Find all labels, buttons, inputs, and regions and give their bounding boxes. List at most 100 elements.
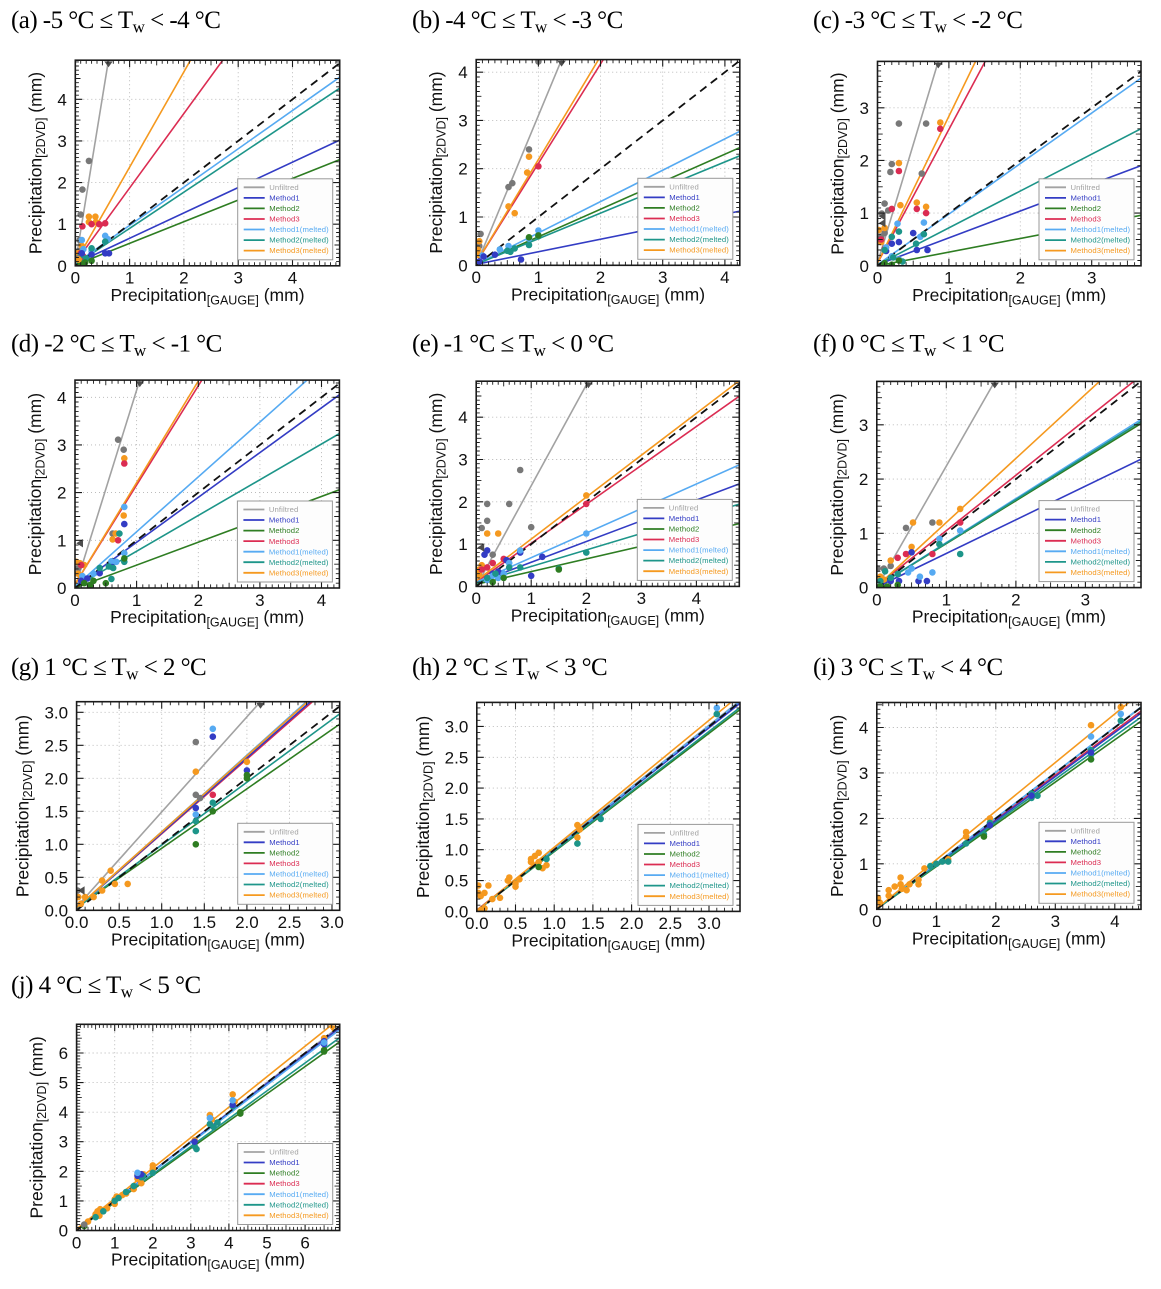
svg-text:0: 0 [70, 591, 79, 610]
svg-text:Method1: Method1 [269, 516, 300, 525]
svg-text:2: 2 [596, 268, 605, 287]
svg-text:(a) -5 °C ≤ Tw < -4 °C: (a) -5 °C ≤ Tw < -4 °C [11, 7, 220, 37]
svg-text:3: 3 [1081, 590, 1090, 609]
svg-text:4: 4 [288, 269, 297, 288]
svg-text:0: 0 [872, 590, 881, 609]
svg-text:1: 1 [944, 269, 953, 288]
svg-text:Precipitation[2DVD] (mm): Precipitation[2DVD] (mm) [827, 715, 850, 897]
svg-text:Method3: Method3 [670, 860, 701, 869]
svg-text:Method1(melted): Method1(melted) [269, 1190, 329, 1199]
svg-text:0: 0 [859, 579, 868, 598]
svg-text:Method1(melted): Method1(melted) [669, 225, 729, 234]
svg-text:(e) -1 °C ≤ Tw < 0 °C: (e) -1 °C ≤ Tw < 0 °C [412, 331, 614, 361]
svg-text:2.5: 2.5 [44, 736, 68, 755]
svg-text:Method1(melted): Method1(melted) [269, 225, 329, 234]
svg-text:Method3: Method3 [269, 215, 300, 224]
svg-text:Method3: Method3 [669, 535, 700, 544]
svg-text:Precipitation[2DVD] (mm): Precipitation[2DVD] (mm) [25, 393, 48, 575]
svg-text:Method1: Method1 [269, 838, 300, 847]
svg-text:(f) 0 °C ≤ Tw < 1 °C: (f) 0 °C ≤ Tw < 1 °C [813, 331, 1004, 361]
svg-text:2: 2 [57, 174, 66, 193]
svg-text:1: 1 [132, 591, 141, 610]
svg-text:Unfiltred: Unfiltred [1071, 183, 1101, 192]
svg-text:2: 2 [1016, 269, 1025, 288]
svg-text:Method1: Method1 [269, 1158, 300, 1167]
svg-text:2.5: 2.5 [278, 913, 302, 932]
svg-text:1: 1 [125, 269, 134, 288]
svg-text:Method3(melted): Method3(melted) [669, 567, 729, 576]
svg-text:Method2: Method2 [1071, 848, 1102, 857]
svg-text:Method1: Method1 [669, 514, 700, 523]
svg-text:(b) -4 °C ≤ Tw < -3 °C: (b) -4 °C ≤ Tw < -3 °C [412, 7, 623, 37]
svg-text:Method1(melted): Method1(melted) [269, 870, 329, 879]
svg-text:Precipitation[2DVD] (mm): Precipitation[2DVD] (mm) [426, 71, 449, 253]
svg-text:3: 3 [658, 268, 667, 287]
svg-text:2.5: 2.5 [445, 748, 469, 767]
svg-text:3: 3 [186, 1233, 195, 1252]
svg-text:0: 0 [471, 589, 480, 608]
svg-text:2: 2 [1011, 590, 1020, 609]
svg-text:1: 1 [860, 204, 869, 223]
svg-text:1: 1 [57, 531, 66, 550]
svg-text:1.0: 1.0 [542, 914, 566, 933]
svg-text:Unfiltred: Unfiltred [269, 827, 299, 836]
svg-text:3: 3 [57, 436, 66, 455]
svg-text:Method2: Method2 [269, 526, 300, 535]
svg-text:3: 3 [860, 99, 869, 118]
svg-text:Method2(melted): Method2(melted) [1071, 236, 1131, 245]
svg-text:(h) 2 °C ≤ Tw < 3 °C: (h) 2 °C ≤ Tw < 3 °C [412, 654, 607, 684]
svg-text:Method2(melted): Method2(melted) [1071, 558, 1131, 567]
svg-text:4: 4 [317, 591, 326, 610]
svg-text:2: 2 [57, 484, 66, 503]
svg-text:5: 5 [59, 1074, 68, 1093]
svg-text:2: 2 [991, 912, 1000, 931]
svg-text:Method1: Method1 [269, 194, 300, 203]
svg-text:Method1(melted): Method1(melted) [669, 546, 729, 555]
svg-text:2: 2 [59, 1162, 68, 1181]
svg-text:Method2: Method2 [1071, 204, 1102, 213]
svg-text:1: 1 [458, 208, 467, 227]
svg-text:3: 3 [859, 764, 868, 783]
svg-text:0.5: 0.5 [445, 872, 469, 891]
svg-text:3: 3 [233, 269, 242, 288]
svg-text:2.0: 2.0 [445, 779, 469, 798]
svg-text:Method3: Method3 [269, 1179, 300, 1188]
svg-text:4: 4 [224, 1233, 233, 1252]
svg-text:1.0: 1.0 [44, 835, 68, 854]
svg-text:0: 0 [859, 900, 868, 919]
svg-text:(c) -3 °C ≤ Tw < -2 °C: (c) -3 °C ≤ Tw < -2 °C [813, 7, 1022, 37]
svg-text:Precipitation[2DVD] (mm): Precipitation[2DVD] (mm) [413, 716, 436, 898]
svg-text:Method3(melted): Method3(melted) [1071, 568, 1131, 577]
svg-text:0: 0 [471, 268, 480, 287]
svg-text:6: 6 [300, 1233, 309, 1252]
svg-text:Precipitation[GAUGE] (mm): Precipitation[GAUGE] (mm) [912, 285, 1106, 308]
svg-text:2: 2 [148, 1233, 157, 1252]
svg-text:3: 3 [255, 591, 264, 610]
svg-text:Method2: Method2 [670, 850, 701, 859]
svg-text:Method3(melted): Method3(melted) [269, 891, 329, 900]
svg-text:Method1(melted): Method1(melted) [1071, 225, 1131, 234]
svg-text:Method2: Method2 [1071, 526, 1102, 535]
svg-text:Method2: Method2 [269, 1169, 300, 1178]
svg-text:3.0: 3.0 [445, 717, 469, 736]
svg-text:1: 1 [110, 1233, 119, 1252]
svg-text:Unfiltred: Unfiltred [669, 504, 699, 513]
svg-text:(d) -2 °C ≤ Tw < -1 °C: (d) -2 °C ≤ Tw < -1 °C [11, 331, 222, 361]
svg-text:Method3(melted): Method3(melted) [269, 568, 329, 577]
svg-text:4: 4 [692, 589, 701, 608]
svg-text:2: 2 [179, 269, 188, 288]
svg-text:Method3(melted): Method3(melted) [670, 892, 730, 901]
svg-text:Method2: Method2 [669, 525, 700, 534]
svg-text:6: 6 [59, 1044, 68, 1063]
svg-text:3: 3 [458, 451, 467, 470]
svg-text:Method2(melted): Method2(melted) [269, 236, 329, 245]
svg-text:0: 0 [57, 257, 66, 276]
svg-text:3: 3 [637, 589, 646, 608]
svg-text:Method1: Method1 [1071, 515, 1102, 524]
svg-text:1.5: 1.5 [44, 802, 68, 821]
svg-text:1.0: 1.0 [150, 913, 174, 932]
svg-text:Unfiltred: Unfiltred [269, 505, 299, 514]
svg-text:Precipitation[2DVD] (mm): Precipitation[2DVD] (mm) [27, 1036, 50, 1218]
svg-text:4: 4 [458, 63, 467, 82]
svg-text:2: 2 [859, 470, 868, 489]
